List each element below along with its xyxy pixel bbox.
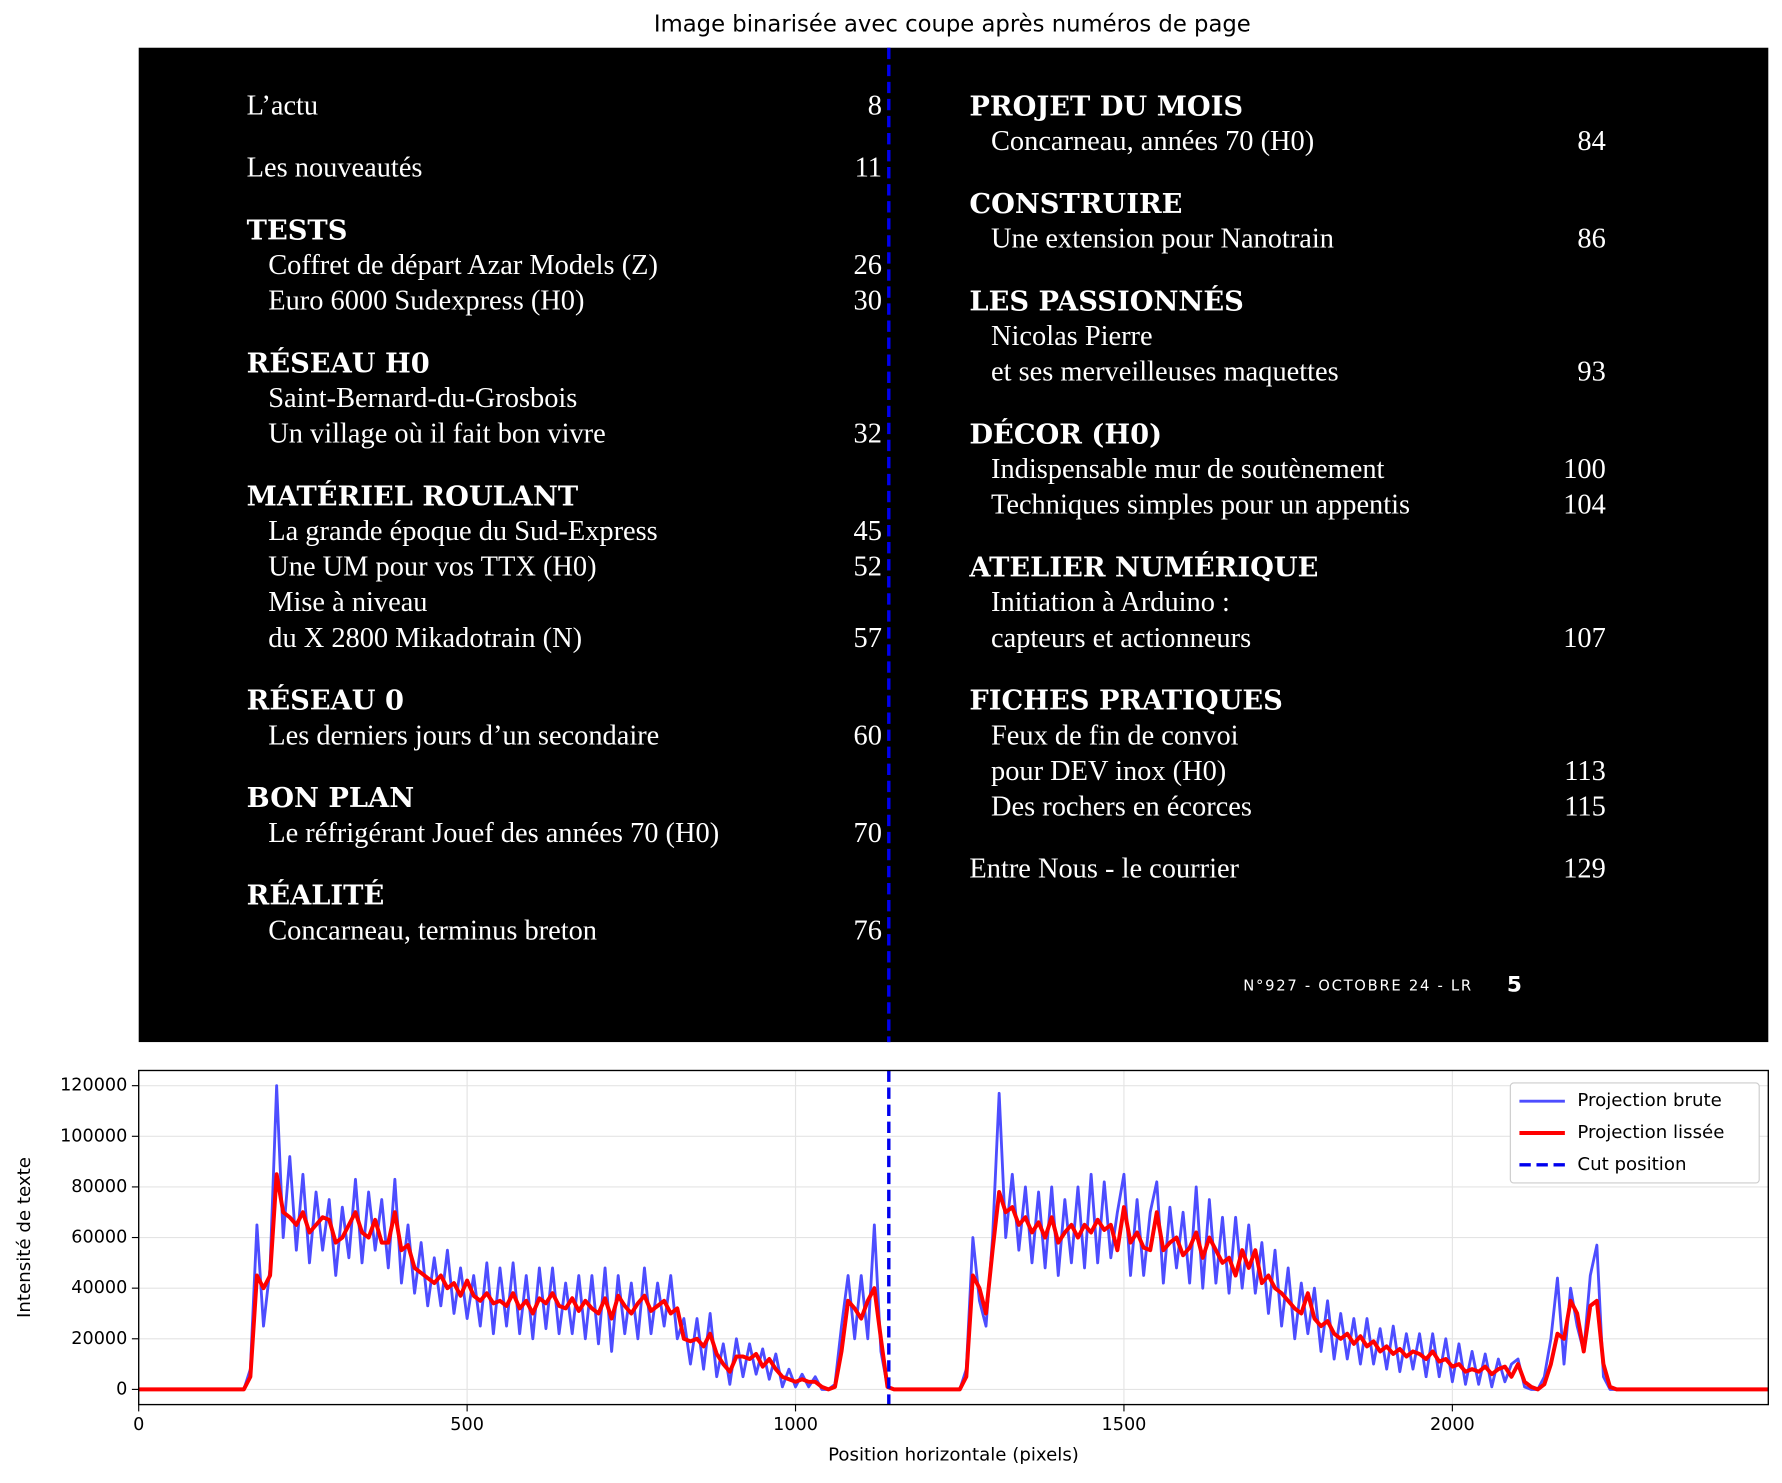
- toc-entry: Techniques simples pour un appentis: [991, 490, 1410, 521]
- toc-entry: Euro 6000 Sudexpress (H0): [268, 285, 584, 316]
- toc-heading: LES PASSIONNÉS: [969, 284, 1243, 317]
- toc-page: 93: [1577, 357, 1605, 388]
- x-tick-label: 1000: [773, 1415, 818, 1435]
- y-tick-label: 100000: [60, 1126, 127, 1146]
- binarized-image: [138, 47, 1769, 1043]
- toc-page: 57: [854, 623, 882, 654]
- toc-entry: Concarneau, terminus breton: [268, 915, 597, 946]
- toc-heading: FICHES PRATIQUES: [969, 685, 1282, 717]
- toc-heading: RÉALITÉ: [247, 879, 385, 912]
- legend-label: Projection brute: [1577, 1090, 1721, 1111]
- toc-entry: Une extension pour Nanotrain: [991, 224, 1334, 255]
- toc-heading: PROJET DU MOIS: [969, 90, 1243, 122]
- toc-page: 45: [854, 516, 882, 547]
- toc-entry: Entre Nous - le courrier: [969, 853, 1239, 884]
- toc-entry: et ses merveilleuses maquettes: [991, 357, 1339, 388]
- legend-box: [1509, 1082, 1760, 1184]
- toc-entry: Feux de fin de convoi: [991, 720, 1239, 751]
- toc-entry: Mise à niveau: [268, 587, 427, 618]
- toc-page: 52: [854, 552, 882, 583]
- toc-page: 129: [1563, 853, 1606, 884]
- toc-heading: RÉSEAU H0: [247, 346, 430, 379]
- toc-heading: TESTS: [247, 214, 348, 246]
- toc-page: 84: [1577, 126, 1605, 157]
- toc-heading: DÉCOR (H0): [969, 418, 1162, 451]
- toc-entry: Des rochers en écorces: [991, 791, 1252, 822]
- y-tick-label: 40000: [71, 1278, 127, 1298]
- toc-entry: Le réfrigérant Jouef des années 70 (H0): [268, 818, 719, 849]
- toc-entry: L’actu: [247, 90, 318, 121]
- toc-page: 86: [1577, 224, 1605, 255]
- x-tick-label: 0: [133, 1415, 144, 1435]
- toc-entry: Initiation à Arduino :: [991, 587, 1230, 618]
- toc-page: 113: [1564, 756, 1606, 787]
- panel-title: Image binarisée avec coupe après numéros…: [654, 12, 1251, 38]
- y-tick-label: 80000: [71, 1177, 127, 1197]
- toc-entry: pour DEV inox (H0): [991, 756, 1226, 787]
- toc-page: 60: [854, 720, 882, 751]
- footer-text: N°927 - OCTOBRE 24 - LR: [1243, 977, 1473, 994]
- toc-page: 32: [854, 419, 882, 450]
- toc-entry: Coffret de départ Azar Models (Z): [268, 250, 658, 281]
- y-tick-label: 60000: [71, 1228, 127, 1248]
- toc-entry: du X 2800 Mikadotrain (N): [268, 623, 582, 654]
- toc-entry: Saint-Bernard-du-Grosbois: [268, 383, 577, 414]
- toc-entry: Concarneau, années 70 (H0): [991, 126, 1314, 157]
- axes-frame: [138, 1069, 1769, 1406]
- toc-page: 115: [1564, 791, 1606, 822]
- toc-page: 8: [868, 90, 882, 121]
- toc-page: 26: [854, 250, 882, 281]
- toc-page: 11: [855, 152, 882, 183]
- toc-heading: BON PLAN: [247, 782, 414, 814]
- toc-page: 76: [854, 915, 882, 946]
- toc-entry: La grande époque du Sud-Express: [268, 516, 657, 547]
- toc-page: 107: [1563, 623, 1606, 654]
- legend-label: Projection lissée: [1577, 1122, 1724, 1143]
- toc-page: 100: [1563, 454, 1606, 485]
- toc-page: 30: [854, 285, 882, 316]
- y-tick-label: 20000: [71, 1329, 127, 1349]
- x-tick-label: 2000: [1430, 1415, 1475, 1435]
- x-tick-label: 500: [450, 1415, 484, 1435]
- toc-heading: MATÉRIEL ROULANT: [247, 479, 579, 512]
- toc-entry: Indispensable mur de soutènement: [991, 454, 1385, 485]
- toc-page: 70: [854, 818, 882, 849]
- toc-entry: Un village où il fait bon vivre: [268, 419, 605, 450]
- toc-entry: Une UM pour vos TTX (H0): [268, 552, 596, 583]
- toc-entry: Nicolas Pierre: [991, 321, 1153, 352]
- toc-heading: RÉSEAU 0: [247, 684, 404, 717]
- toc-entry: Les derniers jours d’un secondaire: [268, 720, 659, 751]
- x-tick-label: 1500: [1102, 1415, 1147, 1435]
- x-axis-label: Position horizontale (pixels): [828, 1445, 1079, 1466]
- toc-entry: capteurs et actionneurs: [991, 623, 1251, 654]
- y-tick-label: 120000: [60, 1076, 127, 1096]
- toc-heading: CONSTRUIRE: [969, 188, 1182, 220]
- toc-heading: ATELIER NUMÉRIQUE: [968, 551, 1318, 584]
- y-axis-label: Intensité de texte: [14, 1157, 35, 1318]
- legend-label: Cut position: [1577, 1154, 1686, 1175]
- toc-entry: Les nouveautés: [247, 152, 423, 183]
- footer-page: 5: [1507, 972, 1522, 997]
- data-line: [138, 1172, 1769, 1392]
- toc-page: 104: [1563, 490, 1606, 521]
- y-tick-label: 0: [116, 1379, 127, 1399]
